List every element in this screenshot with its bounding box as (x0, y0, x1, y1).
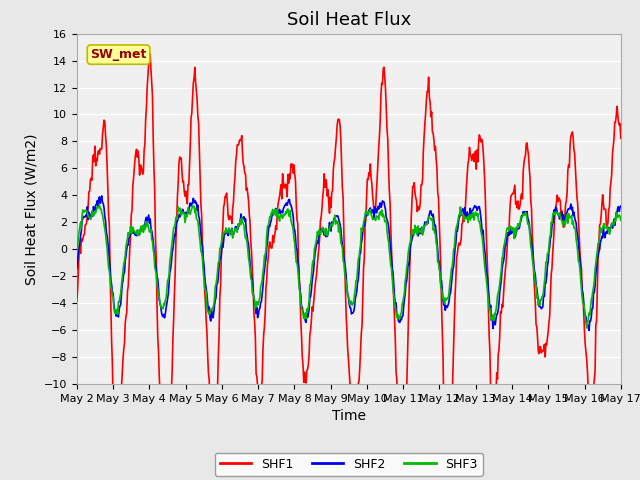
SHF3 (431, 231, 439, 237)
SHF3 (416, 228, 424, 233)
Legend: SHF1, SHF2, SHF3: SHF1, SHF2, SHF3 (214, 453, 483, 476)
SHF2 (98, 193, 106, 199)
SHF3 (583, 325, 591, 331)
SHF1 (416, 206, 424, 212)
SHF2 (617, 203, 625, 209)
SHF3 (617, 217, 625, 223)
Text: SW_met: SW_met (90, 48, 147, 61)
SHF3 (140, 229, 147, 235)
SHF3 (195, 225, 202, 231)
SHF2 (140, 228, 147, 234)
SHF1 (431, 144, 439, 149)
SHF1 (617, 135, 625, 141)
Line: SHF2: SHF2 (77, 196, 621, 330)
SHF1 (139, 171, 147, 177)
SHF3 (95, 202, 103, 208)
SHF2 (223, 229, 231, 235)
SHF3 (223, 230, 231, 236)
SHF1 (73, 298, 81, 303)
SHF3 (83, 208, 90, 214)
SHF3 (73, 250, 81, 256)
SHF2 (83, 214, 90, 219)
SHF2 (195, 213, 202, 219)
SHF1 (195, 120, 202, 126)
SHF2 (431, 223, 439, 228)
Line: SHF1: SHF1 (77, 54, 621, 480)
SHF1 (83, 220, 90, 226)
SHF2 (416, 231, 424, 237)
SHF1 (147, 51, 154, 57)
SHF2 (73, 266, 81, 272)
X-axis label: Time: Time (332, 409, 366, 423)
SHF2 (585, 327, 593, 333)
SHF1 (223, 199, 231, 205)
Y-axis label: Soil Heat Flux (W/m2): Soil Heat Flux (W/m2) (24, 133, 38, 285)
Line: SHF3: SHF3 (77, 205, 621, 328)
Title: Soil Heat Flux: Soil Heat Flux (287, 11, 411, 29)
